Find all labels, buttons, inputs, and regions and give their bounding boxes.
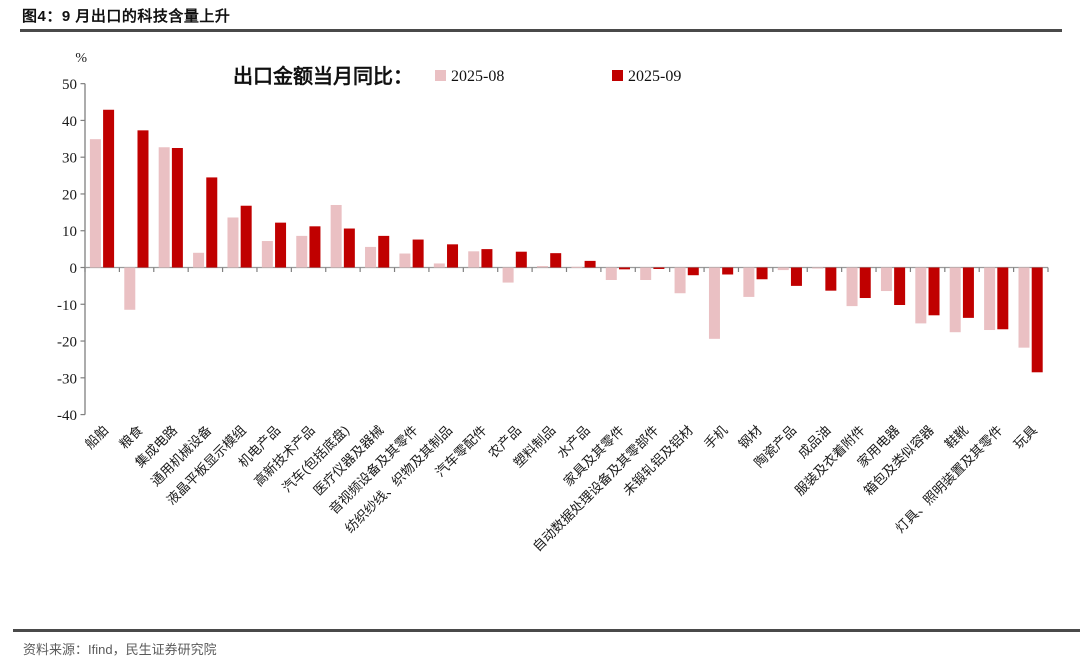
figure-title: 图4：9 月出口的科技含量上升 xyxy=(22,8,231,25)
bar-2025-09-水产品 xyxy=(584,260,596,268)
bar-2025-09-纺织纱线、织物及其制品 xyxy=(447,244,459,268)
bar-2025-08-通用机械设备 xyxy=(193,252,205,268)
bar-2025-08-家用电器 xyxy=(880,267,892,292)
bar-2025-08-箱包及类似容器 xyxy=(915,267,927,324)
y-tick-label: -20 xyxy=(57,335,77,351)
bar-2025-09-汽车零配件 xyxy=(481,249,493,268)
bar-2025-08-高新技术产品 xyxy=(296,235,308,268)
y-axis-unit-label: % xyxy=(75,51,87,66)
bar-2025-08-服装及衣着附件 xyxy=(846,267,858,307)
bar-2025-08-玩具 xyxy=(1018,267,1030,348)
bar-2025-09-汽车(包括底盘) xyxy=(343,228,355,268)
bar-2025-09-自动数据处理设备及其零部件 xyxy=(653,267,665,269)
bar-2025-08-液晶平板显示模组 xyxy=(227,217,239,268)
bar-2025-08-纺织纱线、织物及其制品 xyxy=(433,263,445,268)
bar-2025-08-船舶 xyxy=(89,139,101,268)
y-tick-label: 10 xyxy=(62,224,77,240)
bar-2025-08-未锻轧铝及铝材 xyxy=(674,267,686,294)
y-tick-label: -30 xyxy=(57,371,77,387)
bar-2025-09-未锻轧铝及铝材 xyxy=(687,267,699,276)
legend-title: 出口金额当月同比： xyxy=(233,64,413,88)
bar-2025-09-高新技术产品 xyxy=(309,226,321,268)
bar-2025-09-鞋靴 xyxy=(962,267,974,318)
bar-2025-09-家用电器 xyxy=(894,267,906,306)
bar-2025-08-机电产品 xyxy=(261,241,273,268)
y-tick-label: -10 xyxy=(57,298,77,314)
bar-2025-09-钢材 xyxy=(756,267,768,280)
y-tick-label: 50 xyxy=(62,77,77,93)
bar-2025-08-农产品 xyxy=(502,267,514,283)
legend-swatch-2025-08 xyxy=(435,70,446,81)
bar-2025-09-粮食 xyxy=(137,130,149,268)
bar-2025-09-家具及其零件 xyxy=(618,267,630,270)
bar-2025-09-机电产品 xyxy=(275,222,287,268)
bar-2025-09-陶瓷产品 xyxy=(790,267,802,286)
legend-swatch-2025-09 xyxy=(612,70,623,81)
bar-2025-08-陶瓷产品 xyxy=(777,267,789,271)
bar-2025-08-成品油 xyxy=(812,267,824,269)
bar-2025-09-医疗仪器及器械 xyxy=(378,235,390,268)
bar-2025-08-鞋靴 xyxy=(949,267,961,333)
bar-2025-09-塑料制品 xyxy=(550,253,562,268)
bar-2025-08-粮食 xyxy=(124,267,136,310)
legend-label-2025-09: 2025-09 xyxy=(628,68,681,85)
bar-2025-09-箱包及类似容器 xyxy=(928,267,940,316)
bar-2025-09-成品油 xyxy=(825,267,837,291)
bar-2025-09-通用机械设备 xyxy=(206,177,218,268)
legend-label-2025-08: 2025-08 xyxy=(451,68,504,85)
bar-2025-08-音视频设备及其零件 xyxy=(399,253,411,268)
bar-2025-08-汽车零配件 xyxy=(468,251,480,268)
bar-2025-08-灯具、照明装置及其零件 xyxy=(984,267,996,331)
bar-2025-09-灯具、照明装置及其零件 xyxy=(997,267,1009,330)
x-category-label: 手机 xyxy=(701,423,730,452)
bar-2025-09-液晶平板显示模组 xyxy=(240,205,252,268)
bar-2025-09-玩具 xyxy=(1031,267,1043,373)
footer-divider-line xyxy=(13,629,1080,632)
bar-2025-08-水产品 xyxy=(571,266,583,268)
bar-2025-09-手机 xyxy=(722,267,734,275)
bar-2025-09-服装及衣着附件 xyxy=(859,267,871,299)
x-category-label: 船舶 xyxy=(82,423,111,452)
y-tick-label: 30 xyxy=(62,151,77,167)
bar-2025-08-医疗仪器及器械 xyxy=(365,246,377,268)
y-tick-label: 0 xyxy=(70,261,78,277)
x-category-label: 玩具 xyxy=(1011,423,1040,452)
x-category-label: 鞋靴 xyxy=(942,423,971,452)
bar-2025-08-汽车(包括底盘) xyxy=(330,204,342,268)
bar-2025-09-音视频设备及其零件 xyxy=(412,239,424,268)
bar-2025-09-船舶 xyxy=(103,109,115,268)
bar-2025-08-自动数据处理设备及其零部件 xyxy=(640,267,652,281)
y-tick-label: 40 xyxy=(62,114,77,130)
y-tick-label: -40 xyxy=(57,408,77,424)
source-note: 资料来源：Ifind，民生证券研究院 xyxy=(23,642,217,657)
bar-2025-08-家具及其零件 xyxy=(605,267,617,281)
bar-2025-08-集成电路 xyxy=(158,147,170,268)
title-divider-line xyxy=(20,29,1062,32)
bar-2025-09-集成电路 xyxy=(171,147,183,268)
bar-2025-08-塑料制品 xyxy=(537,266,549,268)
x-category-label: 钢材 xyxy=(736,423,765,452)
y-tick-label: 20 xyxy=(62,187,77,203)
bar-2025-08-钢材 xyxy=(743,267,755,297)
bar-2025-08-手机 xyxy=(708,267,720,339)
bar-2025-09-农产品 xyxy=(515,251,527,268)
x-category-label: 粮食 xyxy=(116,422,146,452)
